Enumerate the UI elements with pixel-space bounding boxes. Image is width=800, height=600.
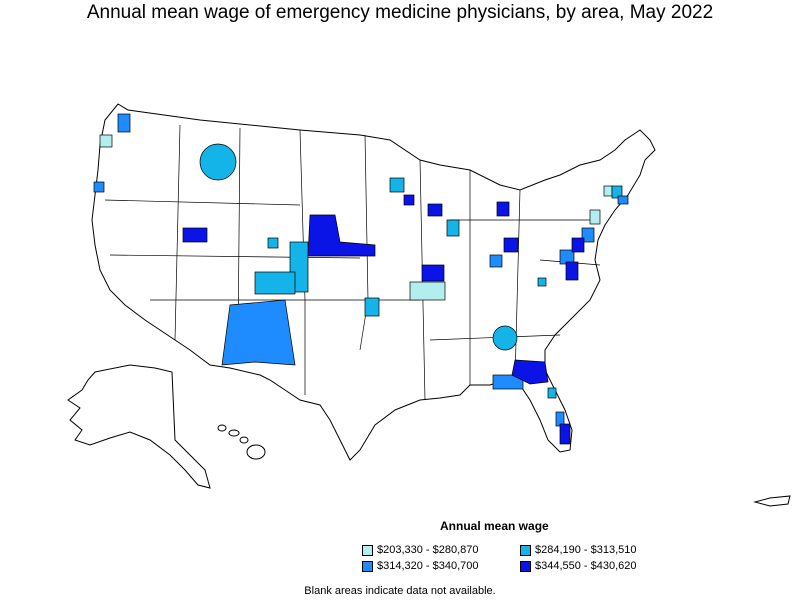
- legend-label-2: $284,190 - $313,510: [535, 544, 637, 556]
- legend-swatch-2: [520, 544, 531, 556]
- legend-item-1: $203,330 - $280,870: [362, 544, 479, 556]
- legend-title: Annual mean wage: [440, 519, 549, 533]
- legend-label-1: $203,330 - $280,870: [377, 544, 479, 556]
- legend-swatch-4: [520, 560, 531, 572]
- state-boundaries: [104, 124, 601, 401]
- legend-label-3: $314,320 - $340,700: [377, 560, 479, 572]
- hawaii-outline: [217, 424, 266, 460]
- legend-item-4: $344,550 - $430,620: [520, 560, 637, 572]
- area-fills: [93, 113, 629, 445]
- map-title: Annual mean wage of emergency medicine p…: [86, 2, 714, 23]
- no-data-note: Blank areas indicate data not available.: [304, 585, 496, 597]
- legend-swatch-3: [362, 560, 373, 572]
- legend-label-4: $344,550 - $430,620: [535, 560, 637, 572]
- legend-item-3: $314,320 - $340,700: [362, 560, 479, 572]
- puerto-rico-outline: [753, 495, 791, 507]
- legend-item-2: $284,190 - $313,510: [520, 544, 637, 556]
- legend-swatch-1: [362, 544, 373, 556]
- alaska-outline: [67, 364, 211, 489]
